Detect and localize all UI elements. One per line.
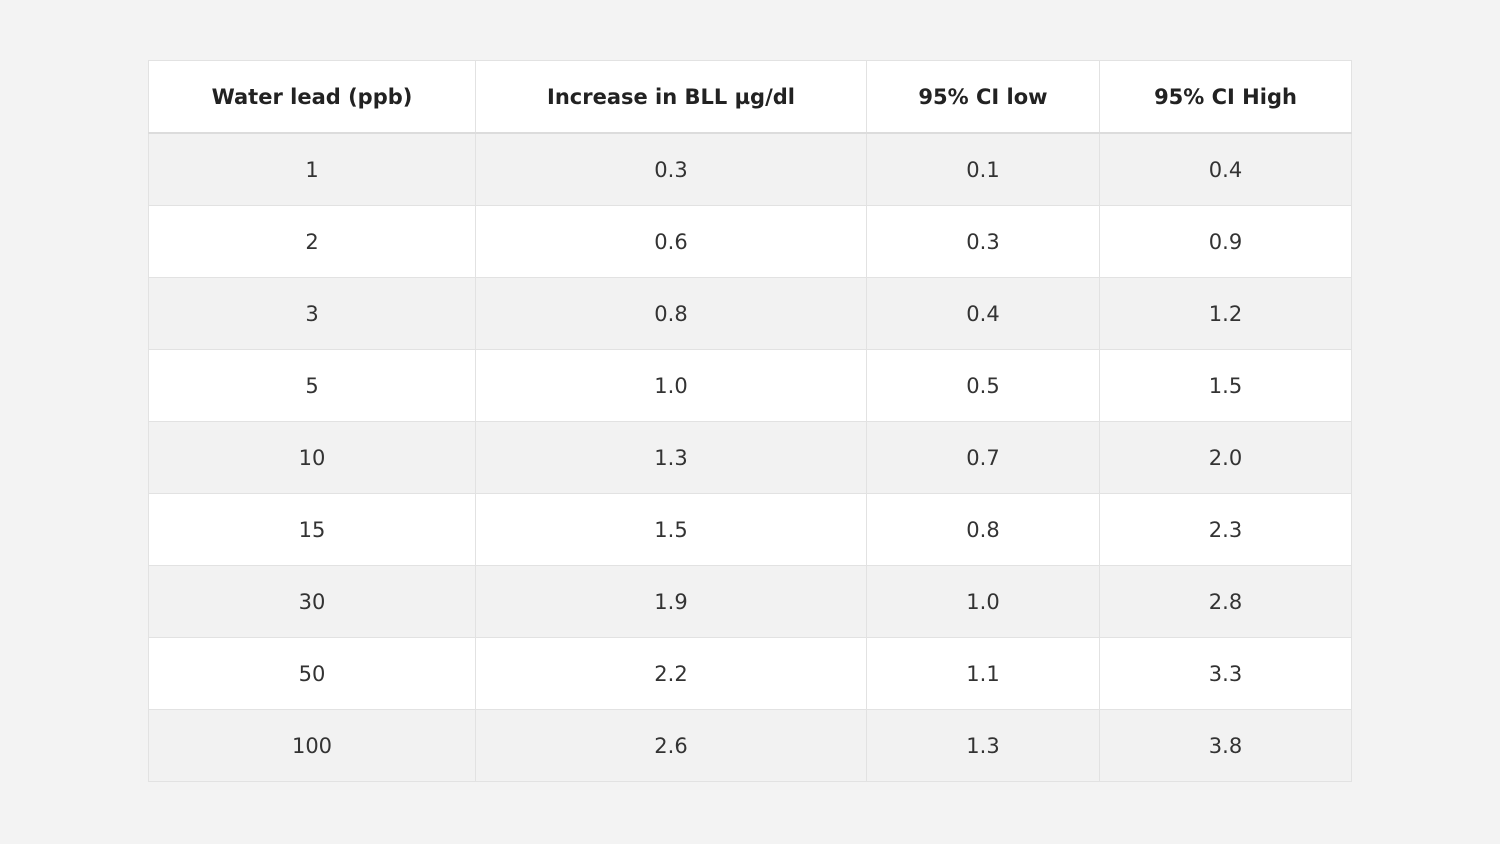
table-row: 100 2.6 1.3 3.8 bbox=[148, 709, 1352, 782]
cell-water-lead: 30 bbox=[148, 565, 476, 638]
cell-ci-high: 2.8 bbox=[1099, 565, 1352, 638]
cell-water-lead: 5 bbox=[148, 349, 476, 422]
cell-ci-high: 2.3 bbox=[1099, 493, 1352, 566]
cell-ci-low: 1.1 bbox=[866, 637, 1100, 710]
cell-ci-low: 0.4 bbox=[866, 277, 1100, 350]
cell-increase-bll: 0.8 bbox=[475, 277, 867, 350]
cell-ci-high: 2.0 bbox=[1099, 421, 1352, 494]
header-row: Water lead (ppb) Increase in BLL µg/dl 9… bbox=[148, 60, 1352, 134]
table-row: 10 1.3 0.7 2.0 bbox=[148, 421, 1352, 494]
table-row: 30 1.9 1.0 2.8 bbox=[148, 565, 1352, 638]
table-header: Water lead (ppb) Increase in BLL µg/dl 9… bbox=[148, 60, 1352, 134]
cell-water-lead: 10 bbox=[148, 421, 476, 494]
cell-increase-bll: 1.5 bbox=[475, 493, 867, 566]
header-ci-high: 95% CI High bbox=[1099, 60, 1352, 134]
cell-ci-low: 1.0 bbox=[866, 565, 1100, 638]
cell-increase-bll: 2.2 bbox=[475, 637, 867, 710]
cell-increase-bll: 1.3 bbox=[475, 421, 867, 494]
cell-ci-high: 0.9 bbox=[1099, 205, 1352, 278]
cell-ci-low: 0.8 bbox=[866, 493, 1100, 566]
cell-ci-low: 0.5 bbox=[866, 349, 1100, 422]
cell-water-lead: 50 bbox=[148, 637, 476, 710]
header-water-lead: Water lead (ppb) bbox=[148, 60, 476, 134]
header-increase-bll: Increase in BLL µg/dl bbox=[475, 60, 867, 134]
cell-increase-bll: 0.6 bbox=[475, 205, 867, 278]
cell-ci-low: 0.7 bbox=[866, 421, 1100, 494]
table-row: 3 0.8 0.4 1.2 bbox=[148, 277, 1352, 350]
cell-water-lead: 3 bbox=[148, 277, 476, 350]
cell-water-lead: 1 bbox=[148, 132, 476, 206]
cell-ci-low: 1.3 bbox=[866, 709, 1100, 782]
cell-water-lead: 15 bbox=[148, 493, 476, 566]
header-ci-low: 95% CI low bbox=[866, 60, 1100, 134]
cell-water-lead: 2 bbox=[148, 205, 476, 278]
cell-ci-high: 1.2 bbox=[1099, 277, 1352, 350]
cell-water-lead: 100 bbox=[148, 709, 476, 782]
cell-increase-bll: 2.6 bbox=[475, 709, 867, 782]
table-body: 1 0.3 0.1 0.4 2 0.6 0.3 0.9 3 0.8 0.4 1.… bbox=[148, 132, 1352, 782]
cell-ci-high: 3.8 bbox=[1099, 709, 1352, 782]
table-row: 1 0.3 0.1 0.4 bbox=[148, 132, 1352, 206]
cell-ci-low: 0.1 bbox=[866, 132, 1100, 206]
cell-ci-high: 0.4 bbox=[1099, 132, 1352, 206]
table-row: 2 0.6 0.3 0.9 bbox=[148, 205, 1352, 278]
cell-increase-bll: 0.3 bbox=[475, 132, 867, 206]
table-row: 50 2.2 1.1 3.3 bbox=[148, 637, 1352, 710]
cell-ci-high: 3.3 bbox=[1099, 637, 1352, 710]
cell-ci-high: 1.5 bbox=[1099, 349, 1352, 422]
cell-ci-low: 0.3 bbox=[866, 205, 1100, 278]
lead-data-table: Water lead (ppb) Increase in BLL µg/dl 9… bbox=[148, 60, 1352, 782]
table-row: 5 1.0 0.5 1.5 bbox=[148, 349, 1352, 422]
cell-increase-bll: 1.0 bbox=[475, 349, 867, 422]
table-container: Water lead (ppb) Increase in BLL µg/dl 9… bbox=[148, 60, 1352, 782]
cell-increase-bll: 1.9 bbox=[475, 565, 867, 638]
table-row: 15 1.5 0.8 2.3 bbox=[148, 493, 1352, 566]
